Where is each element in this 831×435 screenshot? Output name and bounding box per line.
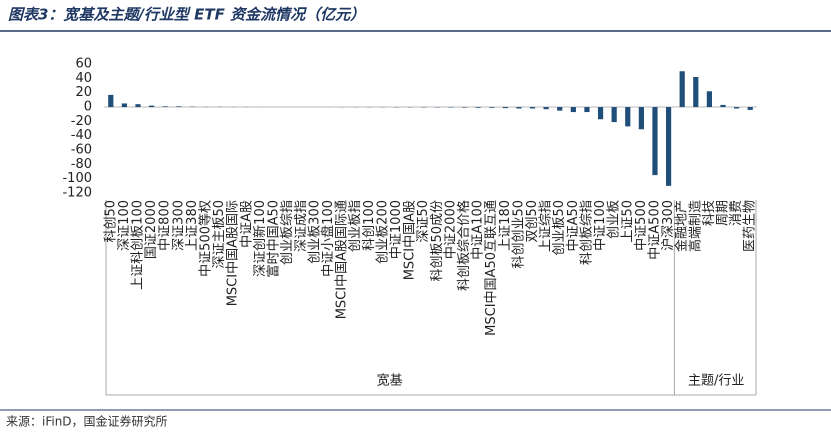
x-tick-label: 科创板50成份 bbox=[430, 200, 445, 282]
x-tick-label: 创业板300 bbox=[307, 200, 322, 264]
x-tick-label: 周期 bbox=[715, 200, 730, 226]
x-tick-label: 金融地产 bbox=[674, 200, 690, 252]
x-tick-label: 科创板综指 bbox=[579, 200, 594, 265]
x-tick-label: 深证成指 bbox=[294, 200, 309, 252]
x-tick-label: 科技 bbox=[702, 200, 717, 226]
x-tick-label: 沪深300 bbox=[660, 200, 676, 251]
x-tick-label: 深证主板50 bbox=[212, 200, 227, 269]
bar bbox=[693, 76, 699, 108]
bar bbox=[529, 107, 536, 109]
y-tick-label: 20 bbox=[75, 85, 92, 100]
x-tick-label: 科创50 bbox=[103, 200, 118, 243]
bar bbox=[176, 106, 182, 108]
bar bbox=[516, 107, 522, 109]
x-tick-label: 深证300 bbox=[171, 200, 186, 251]
y-tick-label: 60 bbox=[75, 57, 92, 72]
x-tick-label: MSCI中国A股国际 bbox=[226, 200, 241, 306]
bar bbox=[638, 107, 644, 130]
bar bbox=[135, 104, 141, 108]
bar bbox=[461, 107, 468, 108]
x-tick-label: 创业板50 bbox=[552, 200, 567, 256]
bar bbox=[706, 91, 712, 108]
bar bbox=[652, 107, 658, 176]
x-tick-label: 深证创新100 bbox=[252, 200, 268, 277]
x-tick-label: MSCI中国A股国际通 bbox=[335, 200, 350, 319]
bar bbox=[502, 107, 508, 109]
x-tick-label: MSCI中国A股 bbox=[403, 200, 418, 280]
bar bbox=[665, 107, 672, 186]
x-tick-label: 创业板综指 bbox=[280, 200, 295, 265]
x-tick-label: 中证500等权 bbox=[198, 200, 214, 277]
bar bbox=[108, 94, 114, 108]
bar bbox=[149, 105, 155, 108]
x-tick-label: 科创100 bbox=[362, 200, 377, 251]
bar bbox=[679, 71, 685, 108]
chart-title: 图表3：宽基及主题/行业型 ETF 资金流情况（亿元） bbox=[8, 6, 365, 24]
bar bbox=[611, 107, 617, 123]
x-tick-label: 深证100 bbox=[117, 200, 132, 251]
x-tick-label: 中证小盘100 bbox=[320, 200, 336, 277]
x-tick-label: 中证A100 bbox=[471, 200, 486, 260]
x-tick-label: 科创创业50 bbox=[511, 200, 526, 269]
bar bbox=[489, 107, 495, 108]
bar bbox=[475, 107, 481, 108]
x-tick-label: 双创50 bbox=[525, 200, 540, 243]
y-tick-label: 40 bbox=[75, 71, 92, 86]
x-tick-label: 创业板 bbox=[607, 200, 622, 239]
y-tick-label: 0 bbox=[84, 100, 92, 115]
bar bbox=[162, 106, 168, 108]
bar bbox=[543, 107, 549, 110]
x-tick-label: 中证2000 bbox=[443, 200, 458, 259]
x-tick-label: 上证综指 bbox=[539, 200, 554, 252]
x-tick-label: 创业板200 bbox=[375, 200, 390, 264]
y-tick-label: -20 bbox=[71, 114, 92, 129]
x-tick-label: 中证A50 bbox=[566, 200, 581, 251]
x-tick-label: 中证800 bbox=[158, 200, 173, 251]
bar bbox=[570, 107, 576, 113]
x-tick-label: 国证2000 bbox=[144, 200, 159, 259]
x-tick-label: 富时中国A50 bbox=[266, 200, 282, 277]
y-tick-label: -60 bbox=[71, 143, 92, 158]
bar bbox=[747, 107, 753, 110]
x-tick-label: 高端制造 bbox=[687, 200, 703, 252]
bar bbox=[584, 107, 590, 113]
x-tick-label: 深证50 bbox=[416, 200, 431, 243]
y-tick-label: -120 bbox=[62, 186, 92, 201]
bar bbox=[625, 107, 631, 127]
x-tick-label: 中证A股 bbox=[239, 200, 254, 248]
bar bbox=[733, 107, 740, 109]
x-tick-label: 创业板指 bbox=[348, 200, 363, 252]
group-label: 主题/行业 bbox=[688, 374, 744, 389]
x-tick-label: 上证50 bbox=[620, 200, 635, 243]
x-tick-label: 上证380 bbox=[185, 200, 200, 251]
bar bbox=[557, 107, 563, 111]
bar bbox=[720, 104, 726, 108]
x-tick-label: 消费 bbox=[729, 200, 744, 226]
group-label: 宽基 bbox=[377, 373, 403, 389]
y-tick-label: -80 bbox=[71, 157, 92, 172]
x-tick-label: 上证180 bbox=[498, 200, 513, 251]
y-tick-label: -40 bbox=[71, 128, 92, 143]
x-tick-label: MSCI中国A50互联互通 bbox=[484, 200, 499, 336]
x-tick-label: 医药生物 bbox=[743, 200, 758, 252]
bar bbox=[121, 103, 128, 108]
x-tick-label: 中证A500 bbox=[647, 200, 662, 260]
x-tick-label: 中证100 bbox=[593, 200, 608, 251]
y-tick-label: -100 bbox=[62, 171, 92, 186]
x-tick-label: 科创板综合价格 bbox=[456, 200, 472, 291]
source: 来源：iFinD，国金证券研究所 bbox=[6, 414, 168, 429]
x-tick-label: 中证1000 bbox=[389, 200, 404, 259]
x-tick-label: 中证500 bbox=[634, 200, 649, 251]
x-tick-label: 上证科创板100 bbox=[131, 200, 146, 290]
bar bbox=[597, 107, 604, 120]
